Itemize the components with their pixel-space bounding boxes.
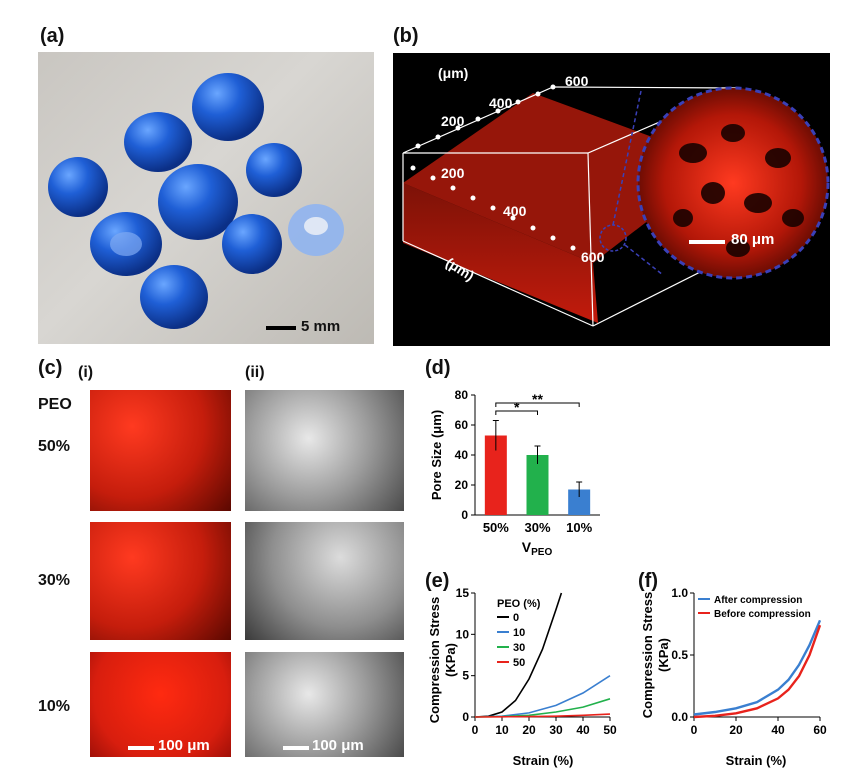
chart-e-legend-title: PEO (%) <box>497 598 541 610</box>
chart-f-xtick-label: 20 <box>729 723 743 737</box>
chart-e-legend-label: 30 <box>513 642 525 654</box>
chart-e-stress-strain: 0 10 20 30 40 50 0 5 10 15 0 10 30 50 Compression Str… <box>427 586 617 768</box>
chart-e-ytick-label: 10 <box>456 627 470 641</box>
scale-bar-c-ii <box>283 746 309 750</box>
chart-d-ytick-label: 0 <box>461 508 468 522</box>
chart-e-xtick-label: 20 <box>522 723 536 737</box>
top-tick-200: 200 <box>441 113 465 129</box>
chart-e-legend-label: 50 <box>513 657 525 669</box>
axis-unit-top: (μm) <box>438 65 469 81</box>
scale-label-c-i: 100 μm <box>158 737 210 754</box>
top-tick-400: 400 <box>489 95 513 111</box>
chart-f-xlabel: Strain (%) <box>726 753 787 768</box>
chart-f-series-line <box>693 619 822 716</box>
panel-label-d: (d) <box>425 357 451 379</box>
scale-bar-a <box>266 326 296 330</box>
chart-e-ylabel-line2: (KPa) <box>443 643 458 677</box>
chart-f-series-line <box>693 624 822 719</box>
row-label-30: 30% <box>38 572 71 589</box>
chart-e-ytick-label: 0 <box>462 710 469 724</box>
panel-label-a: (a) <box>40 25 65 47</box>
panel-label-f: (f) <box>638 570 658 592</box>
top-tick-600: 600 <box>565 73 589 89</box>
chart-f-xtick-label: 40 <box>771 723 785 737</box>
chart-e-xtick-label: 10 <box>495 723 509 737</box>
chart-d-sig-bracket <box>495 410 538 415</box>
chart-d-ytick-label: 20 <box>455 478 469 492</box>
chart-e-ytick-label: 5 <box>462 669 469 683</box>
chart-d-xlabel-main: V <box>522 539 532 555</box>
chart-d-xlabel-sub: PEO <box>531 547 552 558</box>
subpanel-label-ii: (ii) <box>245 364 265 381</box>
chart-d-bar <box>484 435 507 515</box>
side-tick-400: 400 <box>503 203 527 219</box>
chart-e-xtick-label: 30 <box>549 723 563 737</box>
chart-e-legend-label: 0 <box>513 612 519 624</box>
hydrogel-photo: 5 mm <box>38 52 374 344</box>
row-label-50: 50% <box>38 438 71 455</box>
chart-d-ytick-label: 40 <box>455 448 469 462</box>
peo-title: PEO <box>38 396 72 413</box>
confocal-image-50 <box>90 390 231 511</box>
chart-d-category-label: 10% <box>566 520 592 535</box>
sem-image-50 <box>245 390 404 511</box>
chart-d-ytick-label: 60 <box>455 418 469 432</box>
chart-d-ylabel: Pore Size (μm) <box>429 410 444 500</box>
chart-d-bar <box>568 489 591 515</box>
chart-d-ytick-label: 80 <box>455 388 469 402</box>
confocal-3d-panel: (μm) 600 400 200 200 400 600 (μm) 80 μm <box>393 53 830 346</box>
confocal-volume <box>402 84 830 327</box>
chart-e-series-line <box>474 592 563 718</box>
panel-label-c: (c) <box>38 357 63 379</box>
chart-f-xtick-label: 0 <box>691 723 698 737</box>
chart-d-category-label: 50% <box>483 520 509 535</box>
chart-e-series-line <box>474 713 611 718</box>
chart-f-ytick-label: 0.5 <box>671 648 688 662</box>
chart-f-legend-label: After compression <box>714 595 802 606</box>
chart-e-series-line <box>474 675 611 718</box>
chart-e-legend-label: 10 <box>513 627 525 639</box>
chart-d-sig-label: * <box>514 399 520 415</box>
chart-e-ytick-label: 15 <box>456 586 470 600</box>
chart-f-ylabel-line1: Compression Stress <box>640 592 655 718</box>
chart-e-xtick-label: 40 <box>576 723 590 737</box>
confocal-image-30 <box>90 522 231 640</box>
chart-e-ylabel-line1: Compression Stress <box>427 597 442 723</box>
chart-f-stress-strain: 0 20 40 60 0.0 0.5 1.0 After compression Before … <box>640 586 827 768</box>
subpanel-label-i: (i) <box>78 364 94 381</box>
chart-d-category-label: 30% <box>524 520 550 535</box>
sem-image-10 <box>245 652 404 757</box>
scale-bar-c-i <box>128 746 154 750</box>
chart-d-sig-label: ** <box>532 391 543 407</box>
chart-e-xtick-label: 0 <box>472 723 479 737</box>
chart-e-xlabel: Strain (%) <box>513 753 574 768</box>
chart-f-ylabel-line2: (KPa) <box>656 638 671 672</box>
chart-f-legend-label: Before compression <box>714 609 811 620</box>
chart-f-ytick-label: 0.0 <box>671 710 688 724</box>
panel-label-e: (e) <box>425 570 450 592</box>
scale-label-c-ii: 100 μm <box>312 737 364 754</box>
chart-d-xlabel: VPEO <box>522 539 553 558</box>
chart-d-sig-bracket <box>495 402 580 407</box>
chart-f-ytick-label: 1.0 <box>671 586 688 600</box>
sem-image-30 <box>245 522 404 640</box>
chart-e-xtick-label: 50 <box>603 723 617 737</box>
confocal-image-10 <box>90 652 231 757</box>
side-tick-200: 200 <box>441 165 465 181</box>
scale-bar-zoom <box>689 240 725 244</box>
chart-d-bar <box>526 455 549 515</box>
chart-f-xtick-label: 60 <box>813 723 827 737</box>
side-tick-600: 600 <box>581 249 605 265</box>
scale-label-a: 5 mm <box>301 318 341 335</box>
scale-label-zoom: 80 μm <box>731 231 775 248</box>
panel-label-b: (b) <box>393 25 419 47</box>
hydrogel-scaffolds-illustration <box>48 73 344 329</box>
row-label-10: 10% <box>38 698 71 715</box>
